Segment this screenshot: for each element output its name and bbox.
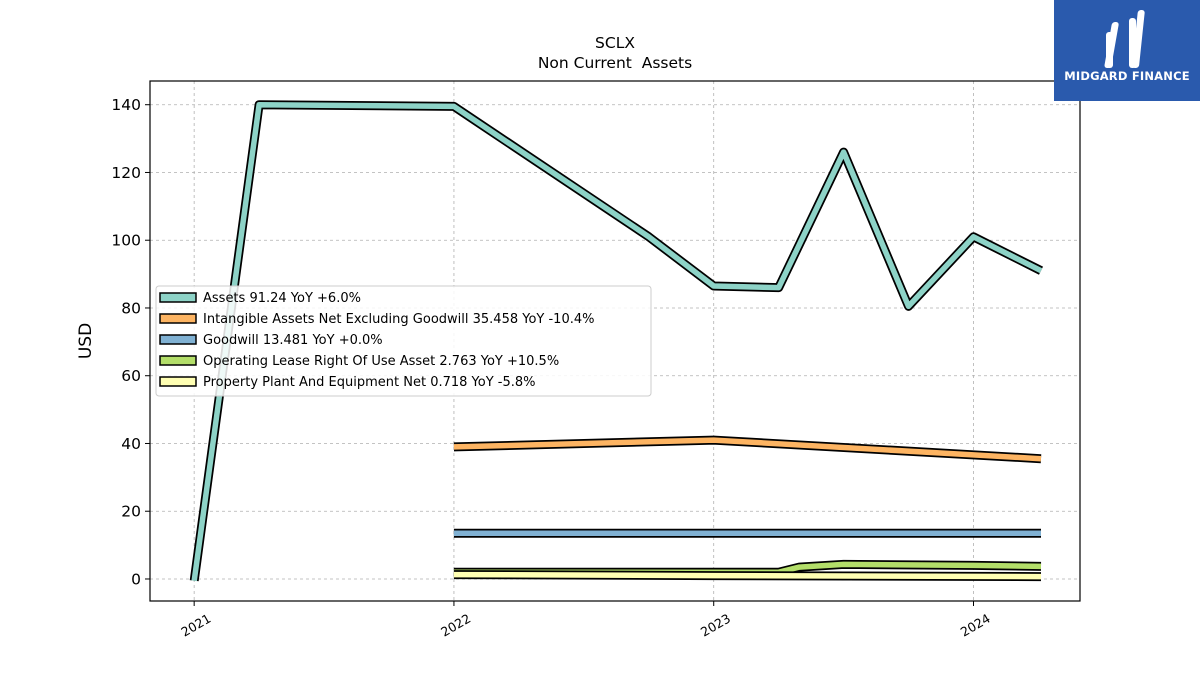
logo-mark-icon (1104, 10, 1145, 68)
legend-entry: Operating Lease Right Of Use Asset 2.763… (203, 354, 559, 369)
x-tick-label: 2024 (958, 611, 993, 640)
y-axis-label: USD (76, 323, 96, 359)
legend-entry: Assets 91.24 YoY +6.0% (203, 291, 361, 306)
legend-entry: Goodwill 13.481 YoY +0.0% (203, 333, 383, 348)
x-tick-label: 2021 (178, 611, 213, 640)
y-tick-label: 0 (131, 570, 141, 588)
legend-entry: Property Plant And Equipment Net 0.718 Y… (203, 375, 536, 390)
legend: Assets 91.24 YoY +6.0% Intangible Assets … (155, 285, 652, 397)
y-tick-label: 80 (121, 299, 141, 317)
legend-box (155, 285, 652, 397)
y-tick-label: 140 (111, 96, 141, 114)
series-1 (189, 100, 1044, 582)
legend-swatch (159, 313, 197, 324)
legend-swatch (159, 292, 197, 303)
series-line (453, 571, 1042, 580)
series-lines (189, 100, 1044, 582)
y-tick-label: 120 (111, 164, 141, 182)
axis-ticks: 0 20 40 60 80 100 120 140 2021 2022 2023 2024 (111, 96, 992, 639)
x-tick-label: 2022 (438, 611, 473, 640)
y-tick-label: 100 (111, 232, 141, 250)
legend-swatch (159, 376, 197, 387)
legend-entry: Intangible Assets Net Excluding Goodwill… (203, 312, 594, 327)
y-tick-label: 60 (121, 367, 141, 385)
x-tick-label: 2023 (698, 611, 733, 640)
legend-swatch (159, 334, 197, 345)
series-5 (453, 570, 1042, 582)
series-2 (453, 435, 1042, 464)
series-line (453, 437, 1042, 462)
chart-title: SCLX (595, 34, 635, 52)
y-tick-label: 20 (121, 503, 141, 521)
brand-logo: MIDGARD FINANCE (1054, 0, 1200, 101)
plot-frame (149, 80, 1081, 602)
legend-swatch (159, 355, 197, 366)
logo-text: MIDGARD FINANCE (1064, 69, 1190, 83)
chart-subtitle: Non Current Assets (538, 54, 692, 72)
series-line (191, 101, 1043, 582)
y-tick-label: 40 (121, 435, 141, 453)
